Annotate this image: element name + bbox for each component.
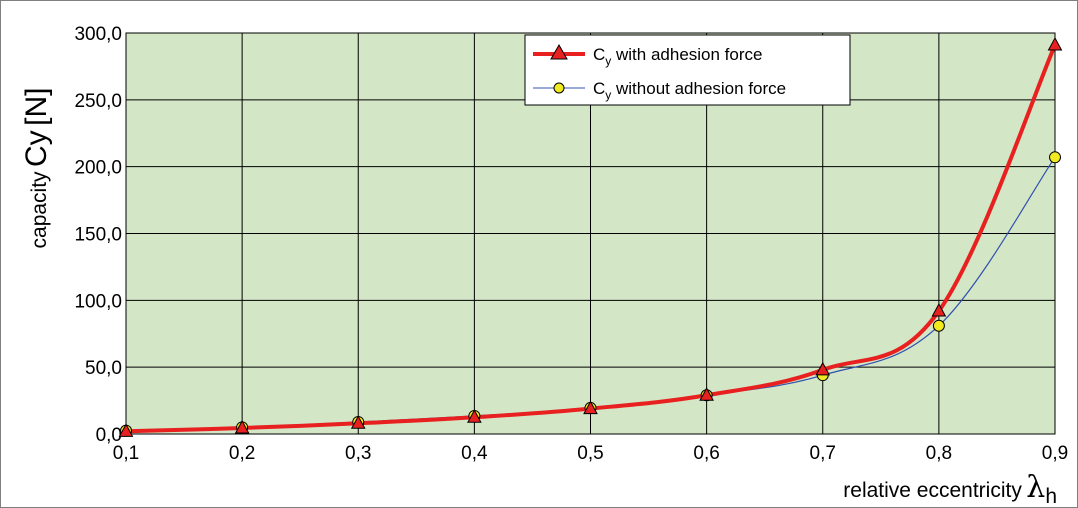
legend-label-without-adhesion: Cy without adhesion force [593, 79, 786, 102]
y-tick-label: 300,0 [74, 24, 122, 45]
x-tick-label: 0,4 [461, 443, 488, 464]
data-point-without-adhesion [932, 319, 945, 332]
series-layer [118, 36, 1063, 437]
legend: Cy with adhesion force Cy without adhesi… [524, 34, 851, 106]
data-point-without-adhesion [1049, 151, 1061, 164]
legend-label-with-adhesion: Cy with adhesion force [593, 45, 762, 68]
y-tick-label: 0,0 [96, 425, 122, 446]
legend-box [524, 34, 851, 106]
y-tick-label: 200,0 [74, 158, 122, 179]
y-axis-tick-labels: 0,0 50,0 100,0 150,0 200,0 250,0 300,0 [74, 24, 122, 446]
x-tick-label: 0,9 [1042, 443, 1068, 464]
x-axis-label-symbol: λ [1026, 470, 1045, 505]
data-point-with-adhesion [350, 415, 366, 429]
data-point-with-adhesion [1047, 36, 1063, 51]
data-point-with-adhesion [234, 419, 250, 434]
x-tick-label: 0,7 [810, 443, 836, 464]
data-point-with-adhesion [815, 361, 831, 376]
y-tick-label: 150,0 [74, 225, 122, 246]
y-axis-label: capacity Cy [N] [20, 88, 53, 249]
x-tick-label: 0,6 [693, 443, 719, 464]
y-axis-label-symbol: Cy [20, 130, 53, 167]
x-tick-label: 0,2 [229, 443, 255, 464]
x-tick-label: 0,3 [345, 443, 371, 464]
data-point-with-adhesion [118, 423, 134, 437]
y-axis-label-prefix: capacity [28, 171, 51, 249]
legend-item-with-adhesion: Cy with adhesion force [533, 43, 762, 68]
x-tick-label: 0,1 [113, 443, 139, 464]
data-point-with-adhesion [931, 302, 947, 317]
y-axis-label-unit: [N] [20, 88, 53, 126]
x-axis-label-sub: h [1045, 485, 1057, 508]
x-axis-label-prefix: relative eccentricity [843, 479, 1022, 502]
legend-circle-marker [553, 82, 565, 94]
y-tick-label: 50,0 [85, 358, 122, 379]
x-tick-label: 0,5 [577, 443, 603, 464]
y-tick-label: 100,0 [74, 291, 122, 312]
x-axis-tick-labels: 0,1 0,2 0,3 0,4 0,5 0,6 0,7 0,8 0,9 [113, 443, 1068, 464]
x-axis-label: relative eccentricity λh [843, 470, 1057, 508]
x-tick-label: 0,8 [926, 443, 952, 464]
data-point-with-adhesion [467, 409, 482, 423]
data-point-with-adhesion [583, 400, 598, 415]
data-point-with-adhesion [699, 387, 714, 401]
y-tick-label: 250,0 [74, 91, 122, 112]
legend-item-without-adhesion: Cy without adhesion force [533, 79, 786, 102]
legend-triangle-marker [550, 43, 568, 60]
